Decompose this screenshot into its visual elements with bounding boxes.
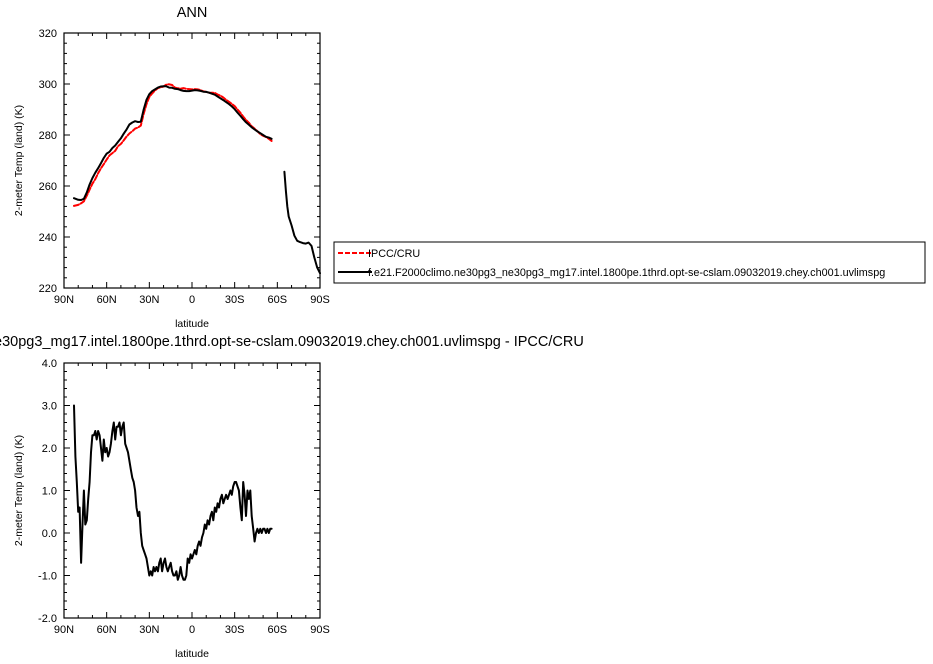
x-tick-label: 0 <box>189 294 195 306</box>
x-tick-label: 0 <box>189 624 195 636</box>
y-tick-label: 280 <box>39 130 57 142</box>
y-tick-label: 220 <box>39 283 57 295</box>
x-tick-label: 90N <box>54 294 74 306</box>
axis-ticks <box>63 362 321 619</box>
x-tick-label: 30S <box>225 624 245 636</box>
chart-title: f.e21.F2000climo.ne30pg3_ne30pg3_mg17.in… <box>0 334 584 350</box>
series-line-1 <box>73 404 273 581</box>
y-tick-label: 260 <box>39 181 57 193</box>
x-tick-label: 60S <box>268 294 288 306</box>
axis-ticks <box>63 32 321 289</box>
x-tick-label: 90N <box>54 624 74 636</box>
y-tick-label: 300 <box>39 79 57 91</box>
chart-panel-2: f.e21.F2000climo.ne30pg3_ne30pg3_mg17.in… <box>0 334 584 660</box>
y-tick-label: 3.0 <box>42 401 57 413</box>
legend-label-2: f.e21.F2000climo.ne30pg3_ne30pg3_mg17.in… <box>368 267 885 279</box>
y-tick-label: 320 <box>39 28 57 40</box>
x-tick-label: 60S <box>268 624 288 636</box>
series-line-2 <box>73 85 273 201</box>
y-tick-label: 1.0 <box>42 486 57 498</box>
y-tick-label: 2.0 <box>42 443 57 455</box>
y-tick-label: -2.0 <box>38 613 57 625</box>
y-axis-label: 2-meter Temp (land) (K) <box>13 105 25 216</box>
series-line-1 <box>73 83 273 207</box>
legend-label-1: IPCC/CRU <box>368 248 420 260</box>
x-axis-label: latitude <box>175 318 209 330</box>
y-tick-label: 0.0 <box>42 528 57 540</box>
x-axis-label: latitude <box>175 648 209 660</box>
plot-frame <box>63 362 321 619</box>
x-tick-label: 60N <box>97 294 117 306</box>
x-tick-label: 60N <box>97 624 117 636</box>
x-tick-label: 90S <box>310 294 330 306</box>
legend-box <box>333 241 926 284</box>
x-tick-label: 30N <box>139 294 159 306</box>
legend: IPCC/CRU f.e21.F2000climo.ne30pg3_ne30pg3… <box>333 241 926 284</box>
series-line-2 <box>283 170 321 275</box>
y-tick-label: -1.0 <box>38 571 57 583</box>
x-tick-label: 30N <box>139 624 159 636</box>
chart-panel-1: ANN 90N 60N 30N 0 30S 60S 90S 220 240 260 280 300 320… <box>13 5 926 330</box>
x-tick-label: 90S <box>310 624 330 636</box>
chart-title: ANN <box>177 5 208 21</box>
y-axis-label: 2-meter Temp (land) (K) <box>13 435 25 546</box>
y-tick-label: 240 <box>39 232 57 244</box>
y-tick-label: 4.0 <box>42 358 57 370</box>
x-tick-label: 30S <box>225 294 245 306</box>
